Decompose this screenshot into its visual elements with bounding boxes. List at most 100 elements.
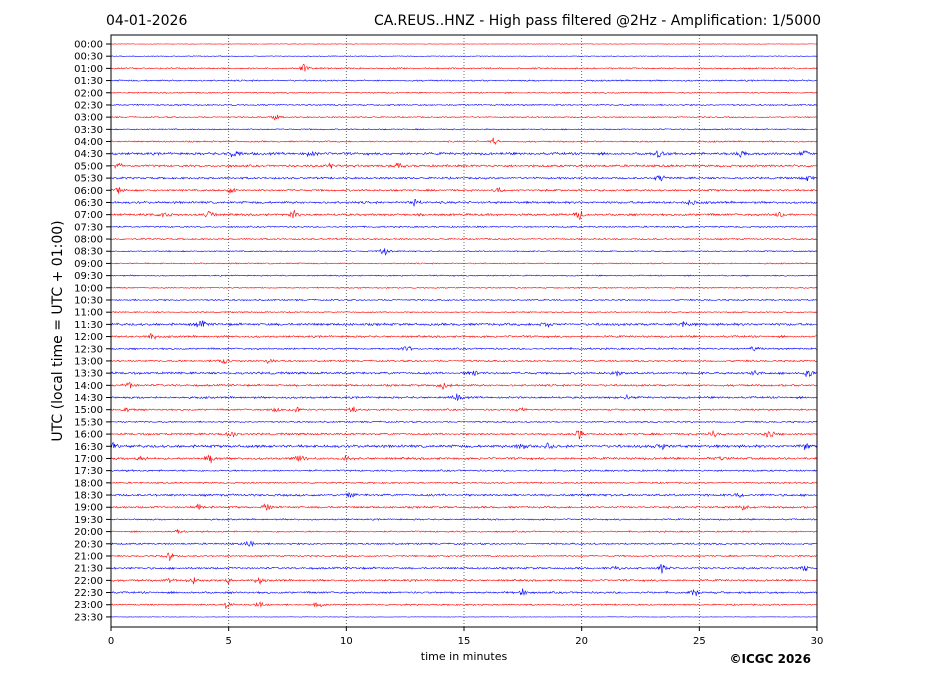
y-tick-label: 18:00 [74, 478, 103, 489]
y-tick-label: 19:30 [74, 515, 103, 526]
y-tick-label: 10:00 [74, 283, 103, 294]
x-axis: 0 5 10 15 20 25 30 [108, 627, 824, 647]
trace-2130 [110, 564, 817, 574]
trace-1130 [110, 320, 817, 328]
trace-1930 [110, 518, 817, 521]
trace-0730 [110, 225, 817, 229]
trace-0200 [110, 91, 817, 94]
y-tick-label: 07:30 [74, 222, 103, 233]
y-tick-label: 00:30 [74, 52, 103, 63]
chart-title: CA.REUS..HNZ - High pass filtered @2Hz -… [374, 13, 821, 29]
trace-0700 [110, 209, 817, 220]
trace-0300 [110, 114, 817, 121]
x-tick-label: 0 [108, 636, 114, 647]
y-tick-label: 07:00 [74, 210, 103, 221]
trace-1500 [110, 406, 817, 413]
y-tick-label: 11:00 [74, 308, 103, 319]
y-tick-label: 09:30 [74, 271, 103, 282]
trace-1530 [110, 420, 817, 424]
date-label: 04-01-2026 [106, 13, 187, 29]
x-tick-label: 5 [225, 636, 231, 647]
grid-lines [228, 35, 700, 627]
y-tick-label: 03:30 [74, 125, 103, 136]
y-tick-label: 23:00 [74, 600, 103, 611]
y-tick-label: 01:30 [74, 76, 103, 87]
y-tick-label: 22:00 [74, 576, 103, 587]
y-tick-label: 20:30 [74, 539, 103, 550]
trace-0230 [110, 103, 817, 107]
trace-2000 [110, 529, 817, 534]
trace-1700 [110, 454, 817, 464]
trace-0530 [110, 175, 817, 182]
trace-1900 [110, 503, 817, 511]
y-tick-label: 13:00 [74, 356, 103, 367]
y-tick-label: 03:00 [74, 113, 103, 124]
trace-0130 [110, 79, 817, 82]
trace-0430 [110, 150, 817, 158]
y-tick-label: 17:30 [74, 466, 103, 477]
trace-0930 [110, 274, 817, 277]
y-axis-label: UTC (local time = UTC + 01:00) [50, 220, 66, 441]
trace-1200 [110, 332, 817, 340]
trace-0400 [110, 137, 817, 145]
y-tick-label: 14:00 [74, 381, 103, 392]
plot-frame [110, 34, 818, 628]
x-tick-label: 15 [458, 636, 471, 647]
trace-1400 [110, 381, 817, 390]
trace-2230 [110, 588, 817, 597]
trace-2030 [110, 540, 817, 548]
y-tick-label: 08:00 [74, 235, 103, 246]
trace-2330 [110, 616, 817, 618]
y-tick-label: 02:30 [74, 100, 103, 111]
trace-1800 [110, 481, 817, 485]
y-tick-label: 12:00 [74, 332, 103, 343]
trace-0000 [110, 43, 817, 45]
y-tick-label: 06:00 [74, 186, 103, 197]
y-tick-label: 22:30 [74, 588, 103, 599]
trace-0900 [110, 262, 817, 265]
traces [110, 43, 817, 618]
trace-1330 [110, 369, 817, 378]
trace-0600 [110, 186, 817, 194]
copyright: ©ICGC 2026 [729, 652, 811, 666]
trace-1230 [110, 346, 817, 352]
trace-1630 [110, 441, 817, 450]
y-tick-label: 19:00 [74, 503, 103, 514]
y-tick-label: 01:00 [74, 64, 103, 75]
trace-2200 [110, 577, 817, 586]
trace-2100 [110, 552, 817, 561]
x-tick-label: 25 [693, 636, 706, 647]
y-tick-label: 15:00 [74, 405, 103, 416]
y-tick-label: 08:30 [74, 247, 103, 258]
trace-0330 [110, 128, 817, 131]
y-tick-label: 00:00 [74, 40, 103, 51]
trace-0500 [110, 162, 817, 170]
trace-0800 [110, 237, 817, 241]
y-tick-label: 05:00 [74, 161, 103, 172]
y-tick-label: 09:00 [74, 259, 103, 270]
y-tick-label: 11:30 [74, 320, 103, 331]
y-tick-label: 18:30 [74, 491, 103, 502]
trace-1600 [110, 430, 817, 440]
trace-0630 [110, 198, 817, 207]
y-tick-label: 04:00 [74, 137, 103, 148]
y-tick-label: 12:30 [74, 344, 103, 355]
y-tick-label: 10:30 [74, 295, 103, 306]
y-tick-label: 04:30 [74, 149, 103, 160]
y-tick-label: 21:00 [74, 551, 103, 562]
y-tick-label: 16:00 [74, 430, 103, 441]
y-tick-label: 21:30 [74, 564, 103, 575]
trace-2300 [110, 601, 817, 609]
y-tick-label: 05:30 [74, 174, 103, 185]
y-tick-label: 06:30 [74, 198, 103, 209]
y-tick-label: 23:30 [74, 612, 103, 623]
trace-0100 [110, 63, 817, 72]
y-tick-label: 16:30 [74, 442, 103, 453]
y-tick-label: 20:00 [74, 527, 103, 538]
trace-1730 [110, 469, 817, 473]
x-tick-label: 30 [811, 636, 824, 647]
x-tick-label: 10 [340, 636, 353, 647]
x-axis-label: time in minutes [421, 650, 508, 663]
